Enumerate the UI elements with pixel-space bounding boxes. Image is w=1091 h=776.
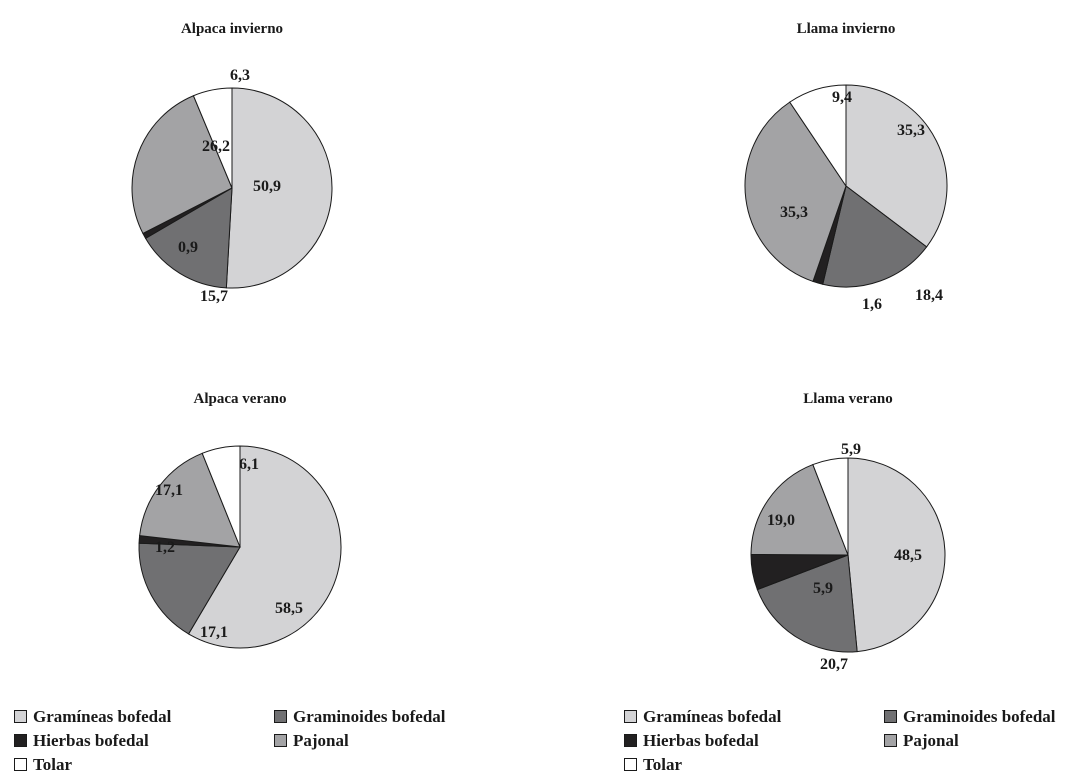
pie-chart-alpaca-verano: Alpaca verano 58,5 17,1 1,2 17,1 6,1 — [138, 391, 342, 649]
data-label-hierbas-bofedal: 1,6 — [862, 296, 882, 313]
pie-slice-pajonal — [139, 452, 241, 548]
legend-item-tolar: Tolar — [14, 754, 274, 775]
data-label-hierbas-bofedal: 1,2 — [155, 539, 175, 556]
legend-item-pajonal: Pajonal — [884, 730, 1091, 751]
pie-slice-graminoides-bofedal — [822, 185, 928, 288]
data-label-tolar: 6,1 — [239, 456, 259, 473]
chart-title: Alpaca verano — [194, 391, 287, 407]
legend-label: Gramíneas bofedal — [643, 706, 782, 726]
data-label-gramineas-bofedal: 50,9 — [253, 178, 281, 195]
data-label-gramineas-bofedal: 58,5 — [275, 600, 303, 617]
data-label-tolar: 6,3 — [230, 67, 250, 84]
pie-chart-alpaca-invierno: Alpaca invierno 50,9 15,7 0,9 26,2 6,3 — [131, 21, 333, 305]
pie-slice-tolar — [192, 87, 233, 189]
legend-label: Tolar — [643, 754, 683, 774]
legend-right: Gramíneas bofedal Graminoides bofedal Hier… — [624, 706, 1091, 775]
pie-slice-graminoides-bofedal — [756, 554, 858, 653]
legend-label: Gramíneas bofedal — [33, 706, 172, 726]
data-label-gramineas-bofedal: 48,5 — [894, 547, 922, 564]
legend-item-hierbas-bofedal: Hierbas bofedal — [14, 730, 274, 751]
legend-item-graminoides-bofedal: Graminoides bofedal — [884, 706, 1091, 727]
pie-chart-llama-invierno: Llama invierno 35,3 18,4 1,6 35,3 9,4 — [744, 21, 948, 313]
pie-slice-gramineas-bofedal — [847, 457, 946, 653]
data-label-tolar: 5,9 — [841, 441, 861, 458]
legend-swatch — [884, 734, 897, 747]
pie-slice-pajonal — [744, 101, 847, 283]
data-label-graminoides-bofedal: 17,1 — [200, 624, 228, 641]
chart-title: Llama verano — [803, 391, 893, 407]
data-label-pajonal: 26,2 — [202, 138, 230, 155]
pie-slice-graminoides-bofedal — [144, 187, 233, 289]
data-label-hierbas-bofedal: 0,9 — [178, 239, 198, 256]
pie-slice-tolar — [812, 457, 849, 556]
pie-slice-gramineas-bofedal — [225, 87, 333, 289]
data-label-pajonal: 19,0 — [767, 512, 795, 529]
legend-swatch — [624, 734, 637, 747]
pie-chart-llama-verano: Llama verano 48,5 20,7 5,9 19,0 5,9 — [750, 391, 946, 673]
legend-item-tolar: Tolar — [624, 754, 884, 775]
data-label-graminoides-bofedal: 15,7 — [200, 288, 228, 305]
data-label-pajonal: 35,3 — [780, 204, 808, 221]
chart-title: Llama invierno — [797, 21, 896, 37]
legend-swatch — [884, 710, 897, 723]
pie-slice-gramineas-bofedal — [845, 84, 948, 248]
legend-item-graminoides-bofedal: Graminoides bofedal — [274, 706, 504, 727]
legend-label: Pajonal — [293, 730, 349, 750]
data-label-hierbas-bofedal: 5,9 — [813, 580, 833, 597]
legend-swatch — [14, 710, 27, 723]
legend-label: Hierbas bofedal — [643, 730, 759, 750]
legend-label: Graminoides bofedal — [903, 706, 1056, 726]
legend-swatch — [274, 734, 287, 747]
legend-left: Gramíneas bofedal Graminoides bofedal Hier… — [14, 706, 504, 775]
pie-slice-pajonal — [131, 95, 233, 235]
legend-item-gramineas-bofedal: Gramíneas bofedal — [14, 706, 274, 727]
legend-label: Tolar — [33, 754, 73, 774]
pie-slice-pajonal — [750, 463, 849, 556]
data-label-graminoides-bofedal: 20,7 — [820, 656, 848, 673]
legend-item-pajonal: Pajonal — [274, 730, 504, 751]
pie-slice-tolar — [789, 84, 847, 188]
legend-label: Pajonal — [903, 730, 959, 750]
data-label-gramineas-bofedal: 35,3 — [897, 122, 925, 139]
chart-title: Alpaca invierno — [181, 21, 283, 37]
legend-swatch — [624, 710, 637, 723]
legend-swatch — [14, 758, 27, 771]
legend-label: Graminoides bofedal — [293, 706, 446, 726]
legend-swatch — [14, 734, 27, 747]
data-label-graminoides-bofedal: 18,4 — [915, 287, 943, 304]
pie-slice-tolar — [201, 445, 241, 548]
pie-slice-gramineas-bofedal — [187, 445, 342, 649]
data-label-pajonal: 17,1 — [155, 482, 183, 499]
legend-item-gramineas-bofedal: Gramíneas bofedal — [624, 706, 884, 727]
data-label-tolar: 9,4 — [832, 89, 852, 106]
legend-swatch — [274, 710, 287, 723]
legend-item-hierbas-bofedal: Hierbas bofedal — [624, 730, 884, 751]
legend-label: Hierbas bofedal — [33, 730, 149, 750]
pie-slice-graminoides-bofedal — [138, 542, 241, 635]
legend-swatch — [624, 758, 637, 771]
